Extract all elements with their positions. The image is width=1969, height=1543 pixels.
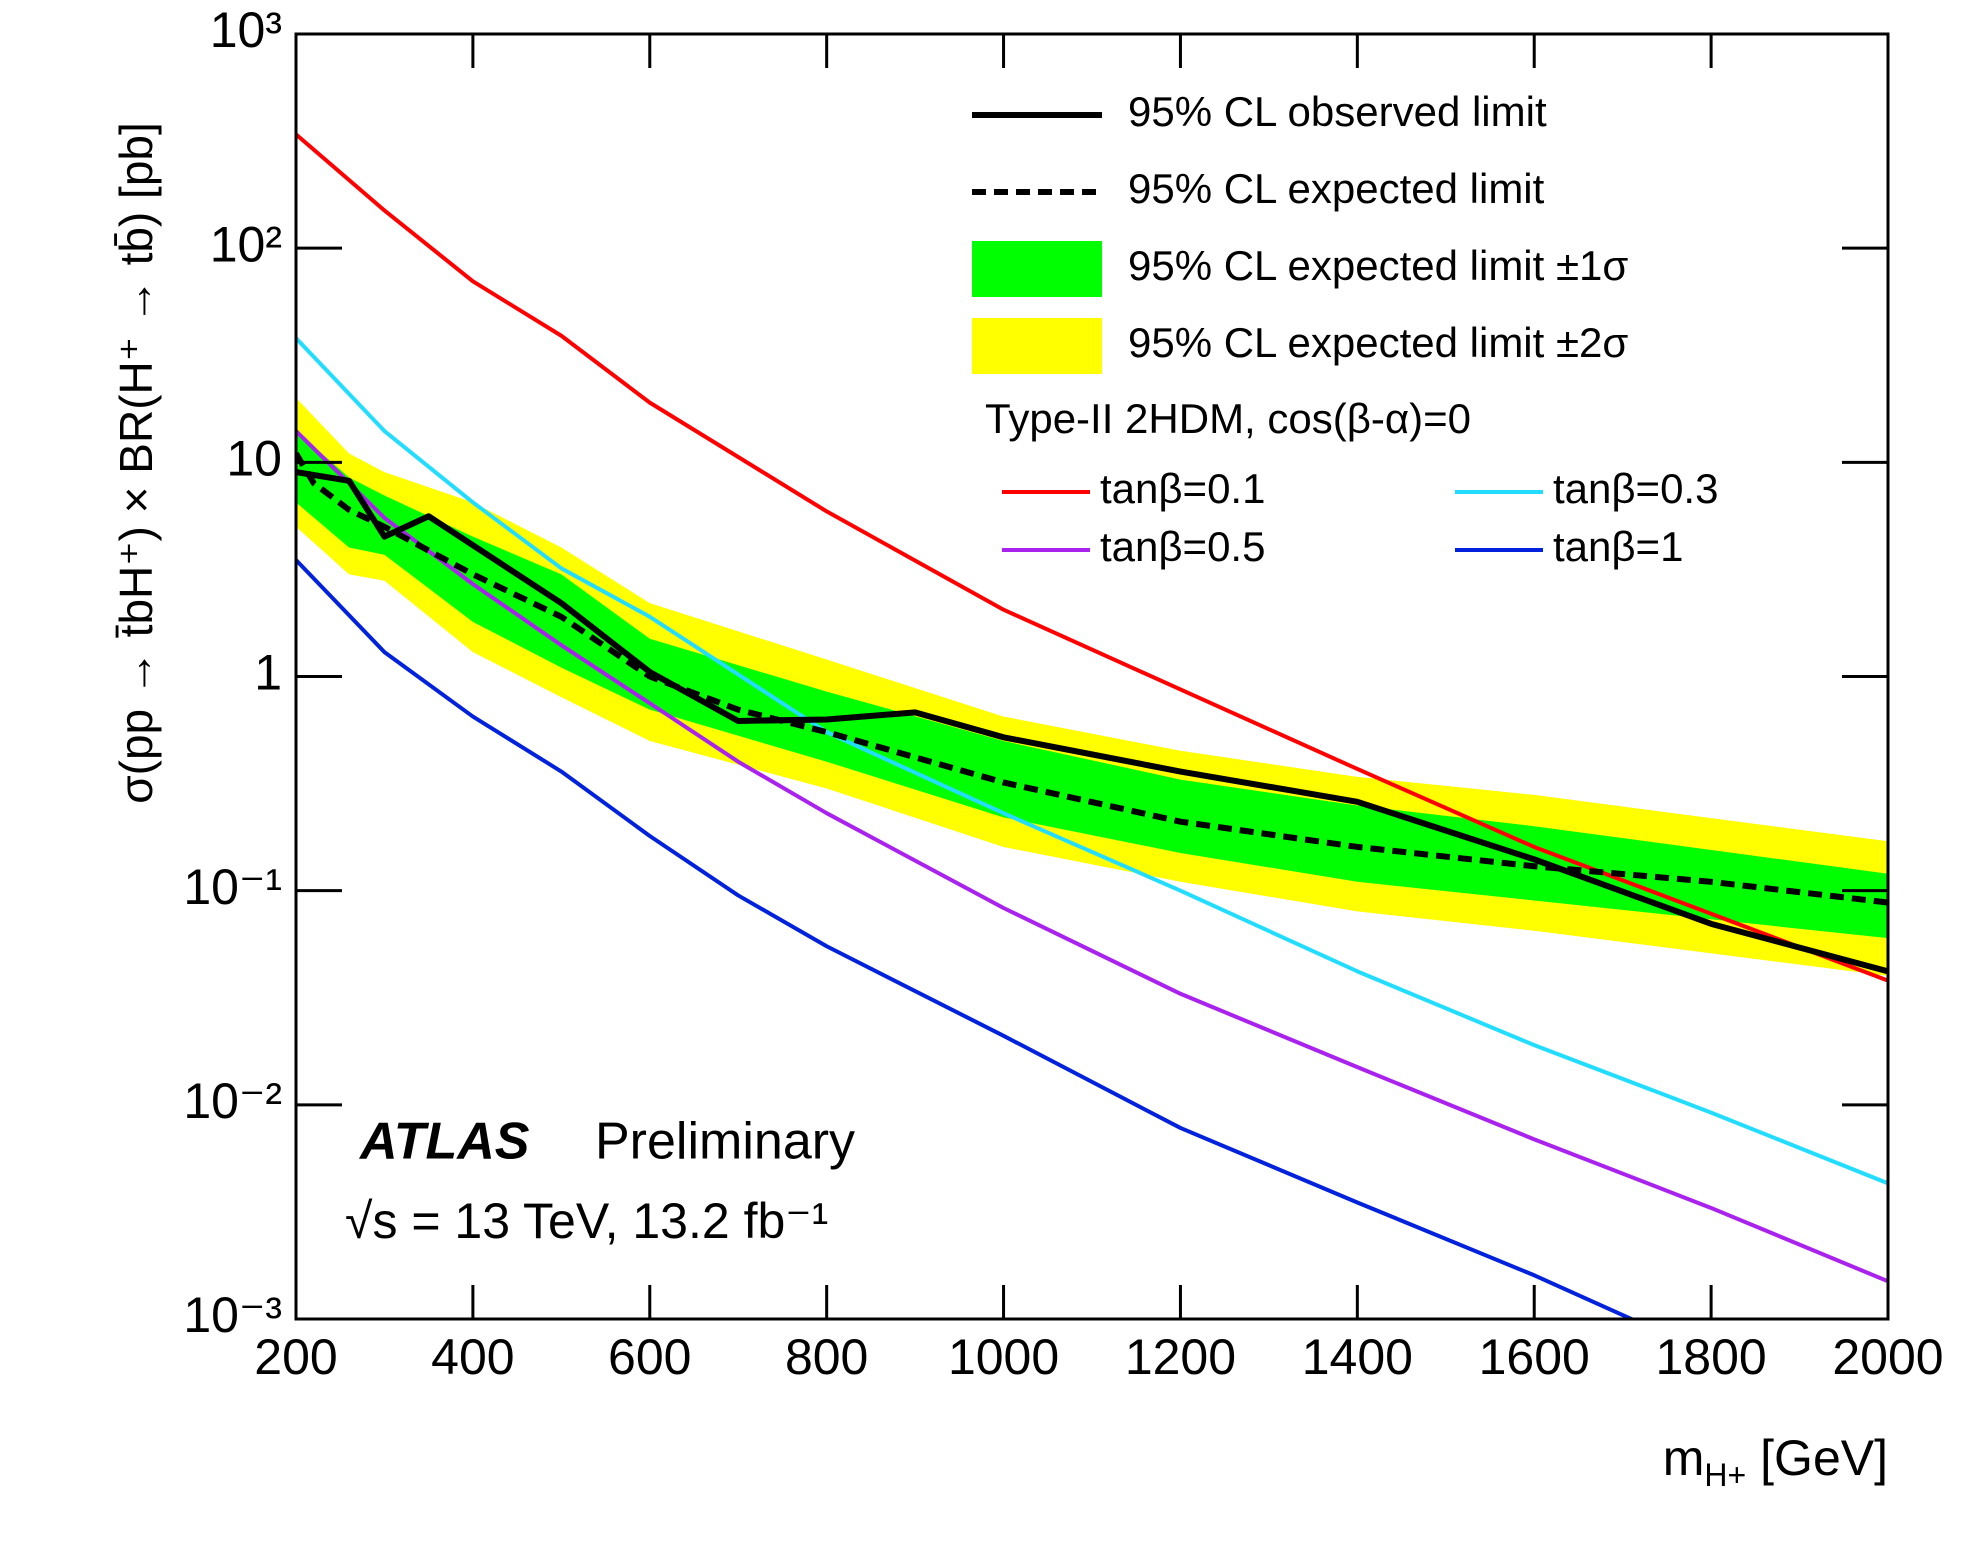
series-line bbox=[296, 132, 1888, 983]
legend-label: 95% CL observed limit bbox=[1128, 88, 1547, 135]
x-tick-label: 1400 bbox=[1302, 1329, 1413, 1385]
x-tick-label: 1200 bbox=[1125, 1329, 1236, 1385]
y-tick-label: 10³ bbox=[210, 2, 282, 58]
legend-header: Type-II 2HDM, cos(β-α)=0 bbox=[985, 395, 1471, 442]
legend-swatch bbox=[972, 318, 1102, 374]
x-axis-label: mH+ [GeV] bbox=[1663, 1430, 1888, 1493]
series-line bbox=[296, 429, 1888, 1284]
y-tick-label: 10⁻² bbox=[183, 1073, 282, 1129]
energy-label: √s = 13 TeV, 13.2 fb⁻¹ bbox=[345, 1193, 828, 1249]
band bbox=[296, 431, 1888, 939]
series-line bbox=[296, 558, 1637, 1319]
legend-label: tanβ=0.1 bbox=[1100, 465, 1265, 512]
legend-label: tanβ=1 bbox=[1553, 523, 1683, 570]
y-tick-label: 10² bbox=[210, 216, 282, 272]
y-axis-label: σ(pp → t̄bH⁺) × BR(H⁺ → tb̄) [pb] bbox=[110, 122, 162, 804]
plot-area bbox=[296, 132, 1888, 1319]
y-tick-label: 10⁻³ bbox=[183, 1287, 282, 1343]
x-tick-label: 2000 bbox=[1832, 1329, 1943, 1385]
x-tick-label: 200 bbox=[254, 1329, 337, 1385]
x-tick-label: 800 bbox=[785, 1329, 868, 1385]
series-line bbox=[296, 451, 1888, 906]
x-tick-label: 1000 bbox=[948, 1329, 1059, 1385]
status-label: Preliminary bbox=[595, 1113, 855, 1171]
y-tick-label: 10⁻¹ bbox=[183, 859, 282, 915]
legend-label: 95% CL expected limit bbox=[1128, 165, 1545, 212]
y-tick-label: 1 bbox=[254, 645, 282, 701]
x-label-sub: H+ bbox=[1704, 1457, 1746, 1493]
y-tick-label: 10 bbox=[226, 431, 282, 487]
series-line bbox=[296, 469, 1888, 975]
legend-label: tanβ=0.5 bbox=[1100, 523, 1265, 570]
experiment-label: ATLAS bbox=[358, 1113, 530, 1171]
legend-label: tanβ=0.3 bbox=[1553, 465, 1718, 512]
legend-label: 95% CL expected limit ±2σ bbox=[1128, 319, 1628, 366]
series-line bbox=[296, 336, 1888, 1186]
x-tick-label: 1600 bbox=[1479, 1329, 1590, 1385]
x-tick-label: 600 bbox=[608, 1329, 691, 1385]
legend-swatch bbox=[972, 241, 1102, 297]
x-tick-label: 400 bbox=[431, 1329, 514, 1385]
x-label-unit: [GeV] bbox=[1760, 1430, 1888, 1486]
x-label-main: m bbox=[1663, 1430, 1705, 1486]
legend-label: 95% CL expected limit ±1σ bbox=[1128, 242, 1628, 289]
x-tick-label: 1800 bbox=[1655, 1329, 1766, 1385]
